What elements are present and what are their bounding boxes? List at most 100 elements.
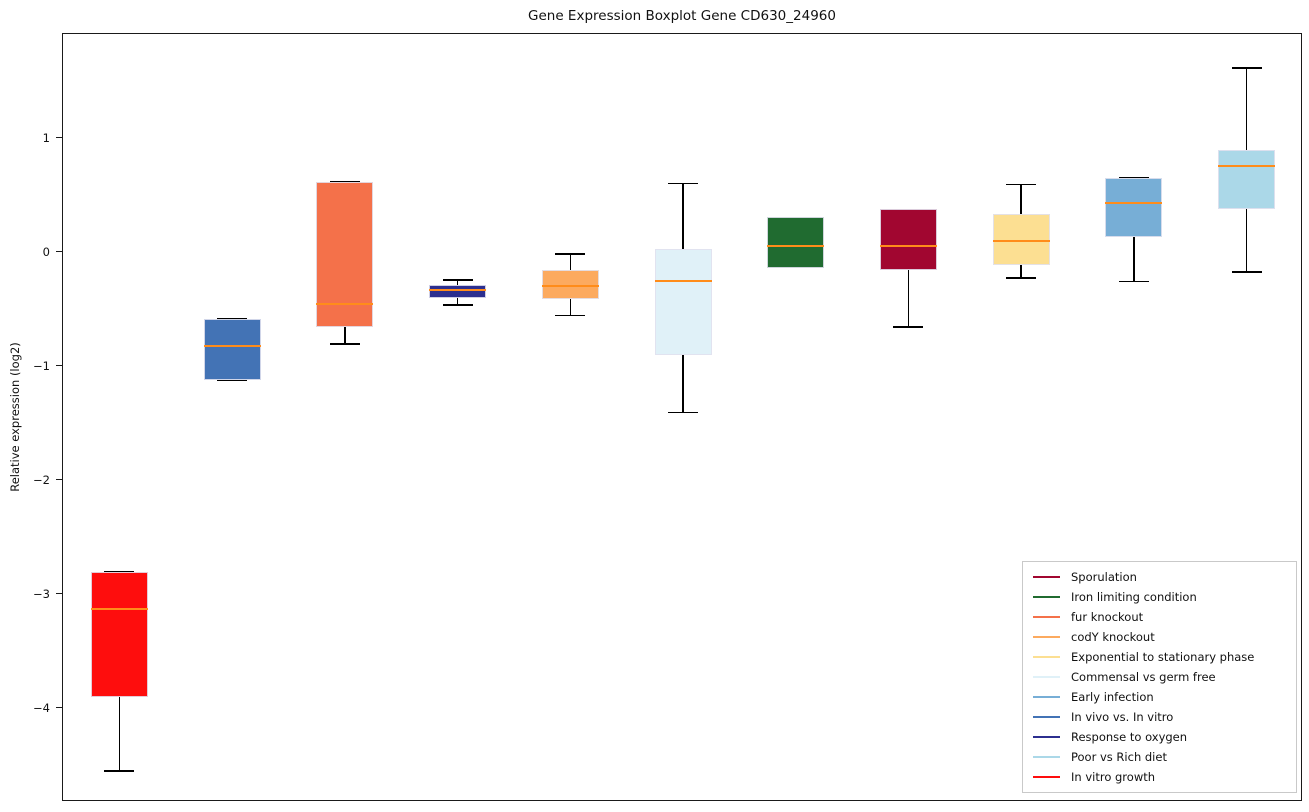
legend-line-swatch: [1033, 655, 1060, 659]
legend-item-label: Exponential to stationary phase: [1071, 650, 1255, 664]
median-line: [316, 303, 374, 306]
legend-item-label: Poor vs Rich diet: [1071, 750, 1167, 764]
legend-item: Response to oxygen: [1031, 727, 1288, 747]
legend-item-label: Early infection: [1071, 690, 1154, 704]
legend-item-label: Response to oxygen: [1071, 730, 1188, 744]
legend-item: Poor vs Rich diet: [1031, 747, 1288, 767]
median-line: [767, 244, 825, 247]
boxplot-box: [879, 209, 937, 270]
legend-item: fur knockout: [1031, 607, 1288, 627]
boxplot-box: [1218, 150, 1276, 210]
median-line: [992, 240, 1050, 243]
y-tick-label: −4: [33, 700, 50, 715]
whisker-cap-lower: [442, 304, 473, 306]
boxplot-box: [203, 318, 261, 381]
whisker-lower: [569, 299, 572, 316]
whisker-cap-upper: [1006, 183, 1037, 186]
whisker-cap-upper: [442, 279, 473, 281]
boxplot-box: [90, 571, 148, 698]
y-tick-label: 0: [42, 244, 50, 259]
whisker-cap-upper: [555, 253, 586, 255]
y-tick-mark: [56, 365, 62, 367]
legend-line-swatch: [1033, 575, 1060, 579]
median-line: [654, 280, 712, 283]
legend-item: In vivo vs. In vitro: [1031, 707, 1288, 727]
boxplot-box: [767, 217, 825, 268]
whisker-cap-lower: [668, 411, 698, 414]
boxplot-box: [654, 249, 712, 356]
whisker-cap-upper: [1231, 67, 1262, 69]
y-tick-label: −1: [33, 358, 50, 373]
legend-item: Commensal vs germ free: [1031, 667, 1288, 687]
median-line: [879, 244, 937, 247]
legend-item-label: Sporulation: [1071, 570, 1137, 584]
median-line: [1218, 165, 1276, 168]
whisker-lower: [456, 298, 459, 306]
chart-title: Gene Expression Boxplot Gene CD630_24960: [528, 8, 836, 24]
legend-line-swatch: [1033, 715, 1060, 719]
legend-item-label: In vitro growth: [1071, 770, 1156, 784]
legend-line-swatch: [1033, 695, 1060, 699]
whisker-cap-lower: [1118, 280, 1149, 282]
legend-line-swatch: [1033, 775, 1060, 779]
y-tick-label: −3: [33, 586, 50, 601]
legend-line-swatch: [1033, 735, 1060, 739]
legend-item-label: In vivo vs. In vitro: [1071, 710, 1174, 724]
whisker-cap-lower: [780, 266, 811, 269]
whisker-cap-lower: [1231, 271, 1262, 273]
whisker-upper: [1020, 184, 1022, 215]
legend-line-swatch: [1033, 615, 1060, 619]
median-line: [541, 284, 599, 287]
whisker-lower: [1020, 265, 1022, 278]
legend-line-swatch: [1033, 755, 1060, 759]
median-line: [429, 289, 487, 292]
legend-item: In vitro growth: [1031, 767, 1288, 787]
whisker-lower: [1245, 209, 1248, 273]
boxplot-box: [429, 284, 487, 299]
y-tick-mark: [56, 706, 62, 709]
boxplot-box: [316, 182, 374, 327]
legend-item-label: Commensal vs germ free: [1071, 670, 1216, 684]
whisker-cap-lower: [893, 326, 924, 328]
whisker-lower: [1133, 236, 1135, 282]
median-line: [203, 345, 261, 348]
whisker-cap-lower: [104, 770, 135, 772]
legend-item-label: fur knockout: [1071, 610, 1144, 624]
legend-item: Iron limiting condition: [1031, 587, 1288, 607]
boxplot-box: [1105, 177, 1163, 237]
median-line: [90, 608, 148, 611]
boxplot-box: [541, 269, 599, 300]
y-tick-mark: [56, 479, 62, 481]
y-tick-mark: [56, 137, 62, 139]
y-tick-mark: [56, 593, 62, 595]
legend-line-swatch: [1033, 595, 1060, 599]
whisker-upper: [682, 183, 684, 250]
whisker-upper: [1245, 68, 1248, 151]
legend-line-swatch: [1033, 675, 1060, 679]
boxplot-box: [992, 214, 1050, 266]
legend: Sporulation Iron limiting condition fur kn…: [1022, 561, 1297, 793]
whisker-cap-lower: [329, 343, 360, 345]
legend-item-label: codY knockout: [1071, 630, 1155, 644]
legend-item: Sporulation: [1031, 567, 1288, 587]
legend-item: Exponential to stationary phase: [1031, 647, 1288, 667]
whisker-cap-lower: [1006, 277, 1037, 279]
whisker-lower: [907, 269, 910, 327]
y-tick-label: 1: [42, 130, 50, 145]
legend-item: Early infection: [1031, 687, 1288, 707]
legend-item-label: Iron limiting condition: [1071, 590, 1197, 604]
legend-line-swatch: [1033, 635, 1060, 639]
whisker-lower: [682, 355, 684, 413]
whisker-lower: [118, 697, 121, 772]
y-tick-mark: [56, 251, 62, 253]
y-tick-label: −2: [33, 472, 50, 487]
median-line: [1105, 201, 1163, 204]
whisker-cap-lower: [217, 379, 248, 382]
whisker-cap-upper: [668, 182, 698, 185]
whisker-upper: [456, 280, 459, 285]
legend-item: codY knockout: [1031, 627, 1288, 647]
whisker-cap-lower: [555, 314, 586, 317]
whisker-upper: [569, 253, 572, 270]
whisker-lower: [344, 326, 346, 344]
